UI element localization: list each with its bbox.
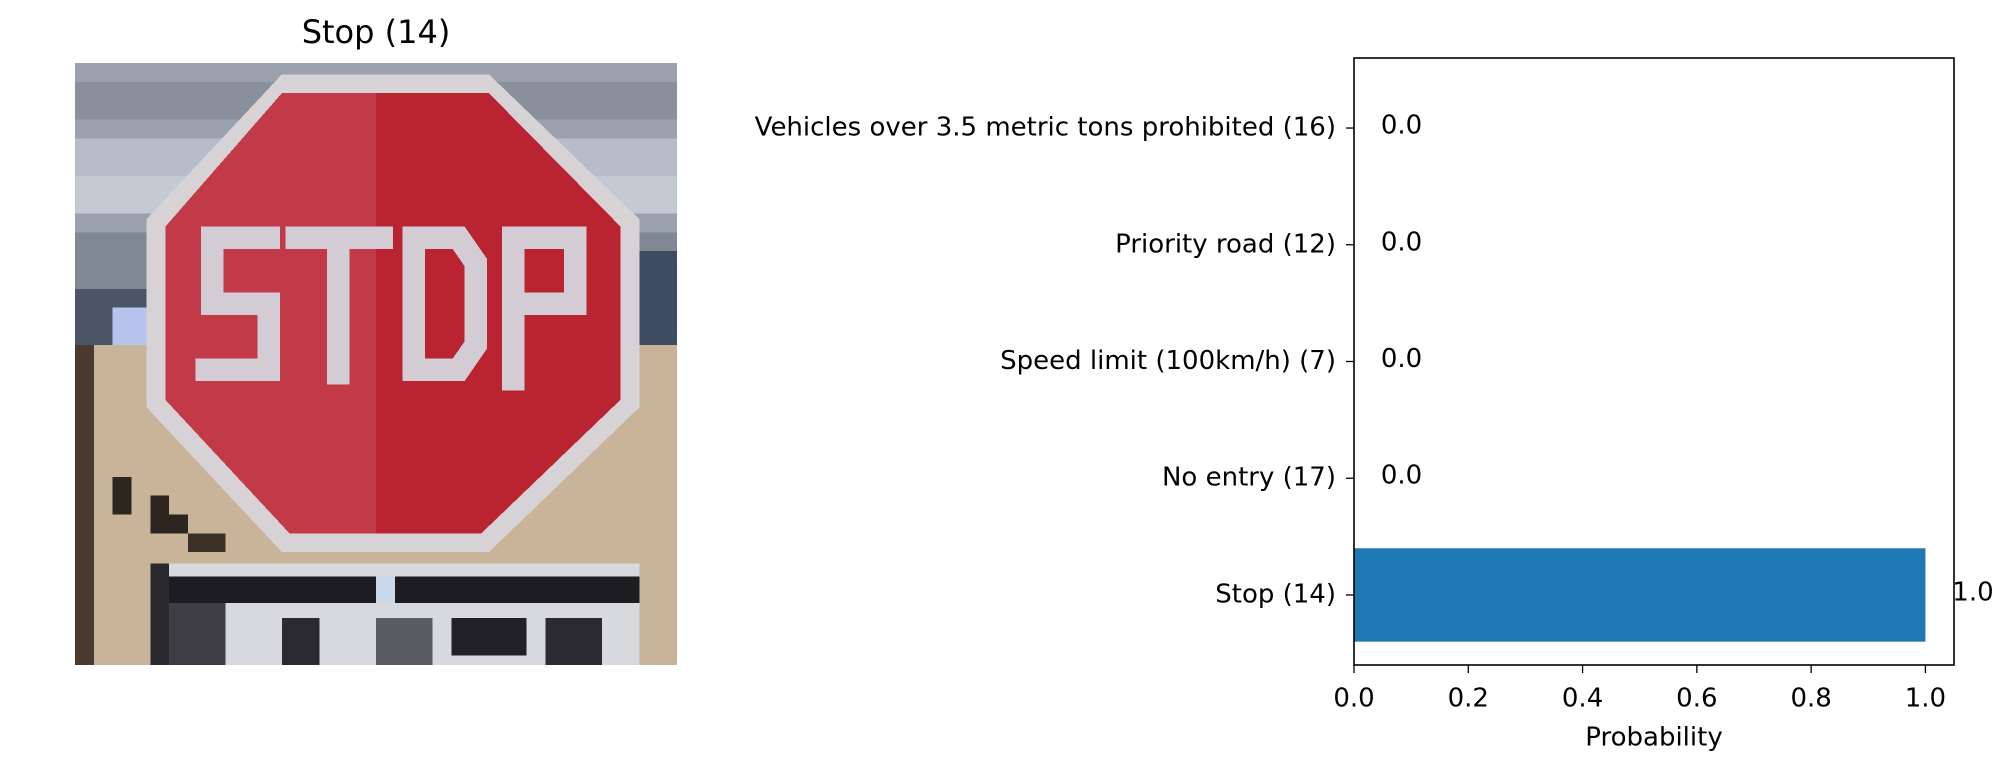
y-tick-label: Stop (14) [1215, 579, 1336, 609]
stop-sign-image [75, 63, 677, 665]
value-label: 0.0 [1381, 111, 1422, 141]
bar [1354, 548, 1926, 642]
image-title: Stop (14) [302, 13, 451, 51]
x-tick-label: 0.8 [1790, 684, 1831, 714]
y-tick-label: No entry (17) [1162, 463, 1336, 493]
x-tick-label: 0.4 [1562, 684, 1603, 714]
value-label: 0.0 [1381, 461, 1422, 491]
x-tick-label: 0.2 [1448, 684, 1489, 714]
value-label: 1.0 [1952, 577, 1993, 607]
y-tick-label: Priority road (12) [1115, 229, 1336, 259]
x-tick-label: 0.0 [1333, 684, 1374, 714]
y-tick-label: Vehicles over 3.5 metric tons prohibited… [755, 113, 1336, 143]
y-tick-label: Speed limit (100km/h) (7) [1000, 346, 1336, 376]
value-label: 0.0 [1381, 344, 1422, 374]
x-axis-label: Probability [1585, 723, 1722, 753]
x-tick-label: 1.0 [1905, 684, 1946, 714]
axes-frame [1353, 57, 1955, 666]
value-label: 0.0 [1381, 227, 1422, 257]
x-tick-label: 0.6 [1676, 684, 1717, 714]
